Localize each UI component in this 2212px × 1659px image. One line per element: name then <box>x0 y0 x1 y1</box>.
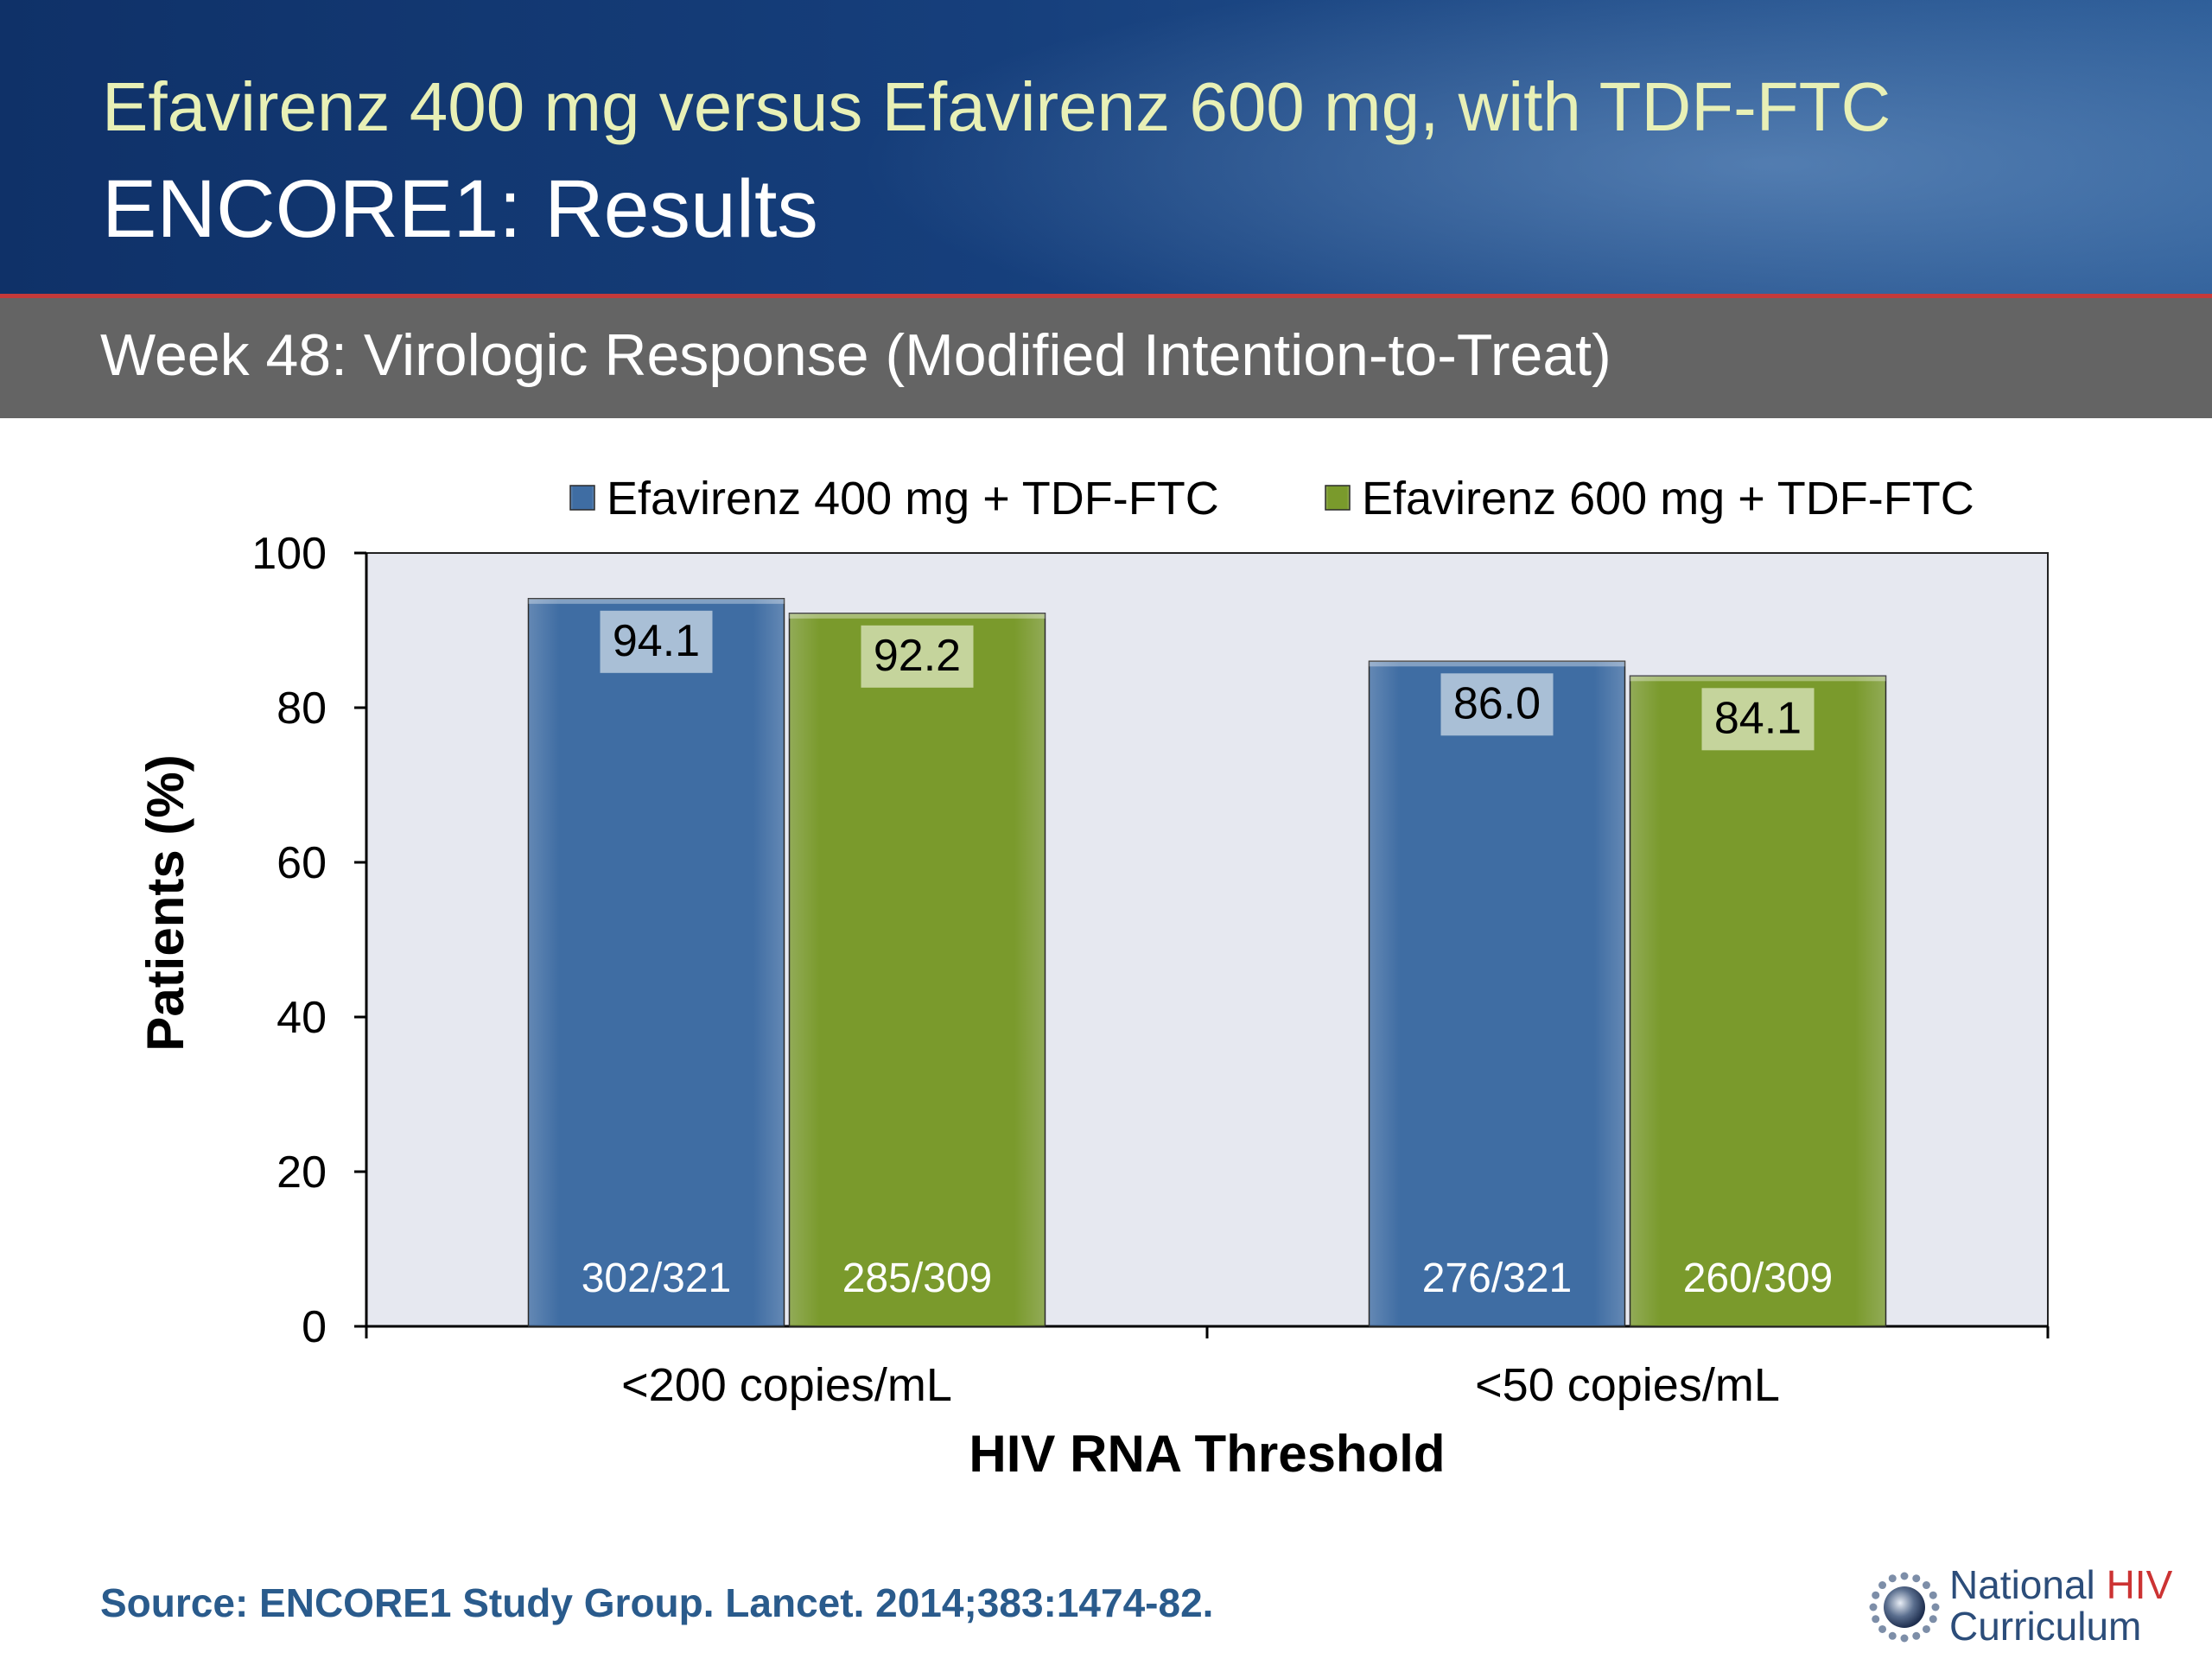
logo-ray <box>1929 1591 1937 1599</box>
legend-label: Efavirenz 600 mg + TDF-FTC <box>1362 473 1974 524</box>
count-label: 260/309 <box>1683 1255 1834 1301</box>
bar-chart: 0 20 40 60 80 100 <200 copies/mL 94.1 302/321 92.… <box>137 473 2050 1483</box>
logo-ray <box>1929 1615 1937 1624</box>
title-banner <box>0 0 2212 294</box>
logo-text: National HIV Curriculum <box>1949 1564 2172 1647</box>
y-tick-label: 60 <box>276 838 327 888</box>
y-tick-label: 40 <box>276 993 327 1043</box>
y-tick-label: 0 <box>302 1302 327 1352</box>
count-label: 276/321 <box>1422 1255 1573 1301</box>
logo-ray <box>1900 1634 1909 1643</box>
data-label-box <box>600 610 713 673</box>
logo-word-national: National <box>1949 1562 2107 1607</box>
logo-ray <box>1900 1572 1909 1580</box>
bar <box>1368 660 1626 1327</box>
y-tick-label: 100 <box>251 529 327 579</box>
slide-subtitle-study: ENCORE1: Results <box>102 163 818 255</box>
x-axis-title: HIV RNA Threshold <box>969 1425 1445 1483</box>
logo-ray <box>1872 1591 1880 1599</box>
logo-ray <box>1878 1581 1887 1590</box>
national-hiv-curriculum-logo: National HIV Curriculum <box>1866 1562 2195 1653</box>
chart-heading: Week 48: Virologic Response (Modified In… <box>100 322 1611 388</box>
count-label: 302/321 <box>582 1255 732 1301</box>
y-tick-label: 20 <box>276 1147 327 1198</box>
count-label: 285/309 <box>842 1255 993 1301</box>
legend-swatch <box>1325 485 1351 511</box>
slide-title: Efavirenz 400 mg versus Efavirenz 600 mg… <box>102 68 1891 145</box>
y-axis-title: Patients (%) <box>137 754 194 1051</box>
data-label: 92.2 <box>874 631 961 681</box>
y-tick-label: 80 <box>276 683 327 734</box>
logo-ray <box>1912 1574 1921 1583</box>
logo-word-curriculum: Curriculum <box>1949 1604 2142 1649</box>
bar <box>1629 675 1887 1327</box>
logo-ray <box>1912 1631 1921 1640</box>
data-label-box <box>861 625 974 688</box>
data-label: 86.0 <box>1453 678 1541 728</box>
logo-ray <box>1872 1615 1880 1624</box>
sun-icon <box>1869 1572 1940 1643</box>
bar-top-highlight <box>528 598 785 604</box>
legend-label: Efavirenz 400 mg + TDF-FTC <box>607 473 1219 524</box>
logo-ray <box>1922 1581 1930 1590</box>
bar <box>788 613 1046 1327</box>
bar-top-highlight <box>1369 661 1625 667</box>
logo-ray <box>1888 1631 1897 1640</box>
logo-ray <box>1869 1603 1878 1611</box>
data-label-box <box>1701 688 1815 751</box>
logo-word-hiv: HIV <box>2106 1562 2173 1607</box>
data-label: 94.1 <box>613 616 700 666</box>
x-tick-label: <200 copies/mL <box>621 1359 952 1411</box>
bar <box>527 598 785 1327</box>
source-citation: Source: ENCORE1 Study Group. Lancet. 201… <box>100 1580 1214 1625</box>
bar-top-highlight <box>789 613 1046 619</box>
logo-ray <box>1922 1624 1930 1633</box>
x-tick-label: <50 copies/mL <box>1475 1359 1780 1411</box>
data-label-box <box>1440 673 1554 736</box>
subheader-band <box>0 298 2212 418</box>
legend-swatch <box>569 485 595 511</box>
logo-ray <box>1888 1574 1897 1583</box>
data-label: 84.1 <box>1714 693 1802 743</box>
logo-ray <box>1878 1624 1887 1633</box>
logo-ray <box>1931 1603 1940 1611</box>
bar-top-highlight <box>1630 676 1886 682</box>
title-divider <box>0 294 2212 298</box>
